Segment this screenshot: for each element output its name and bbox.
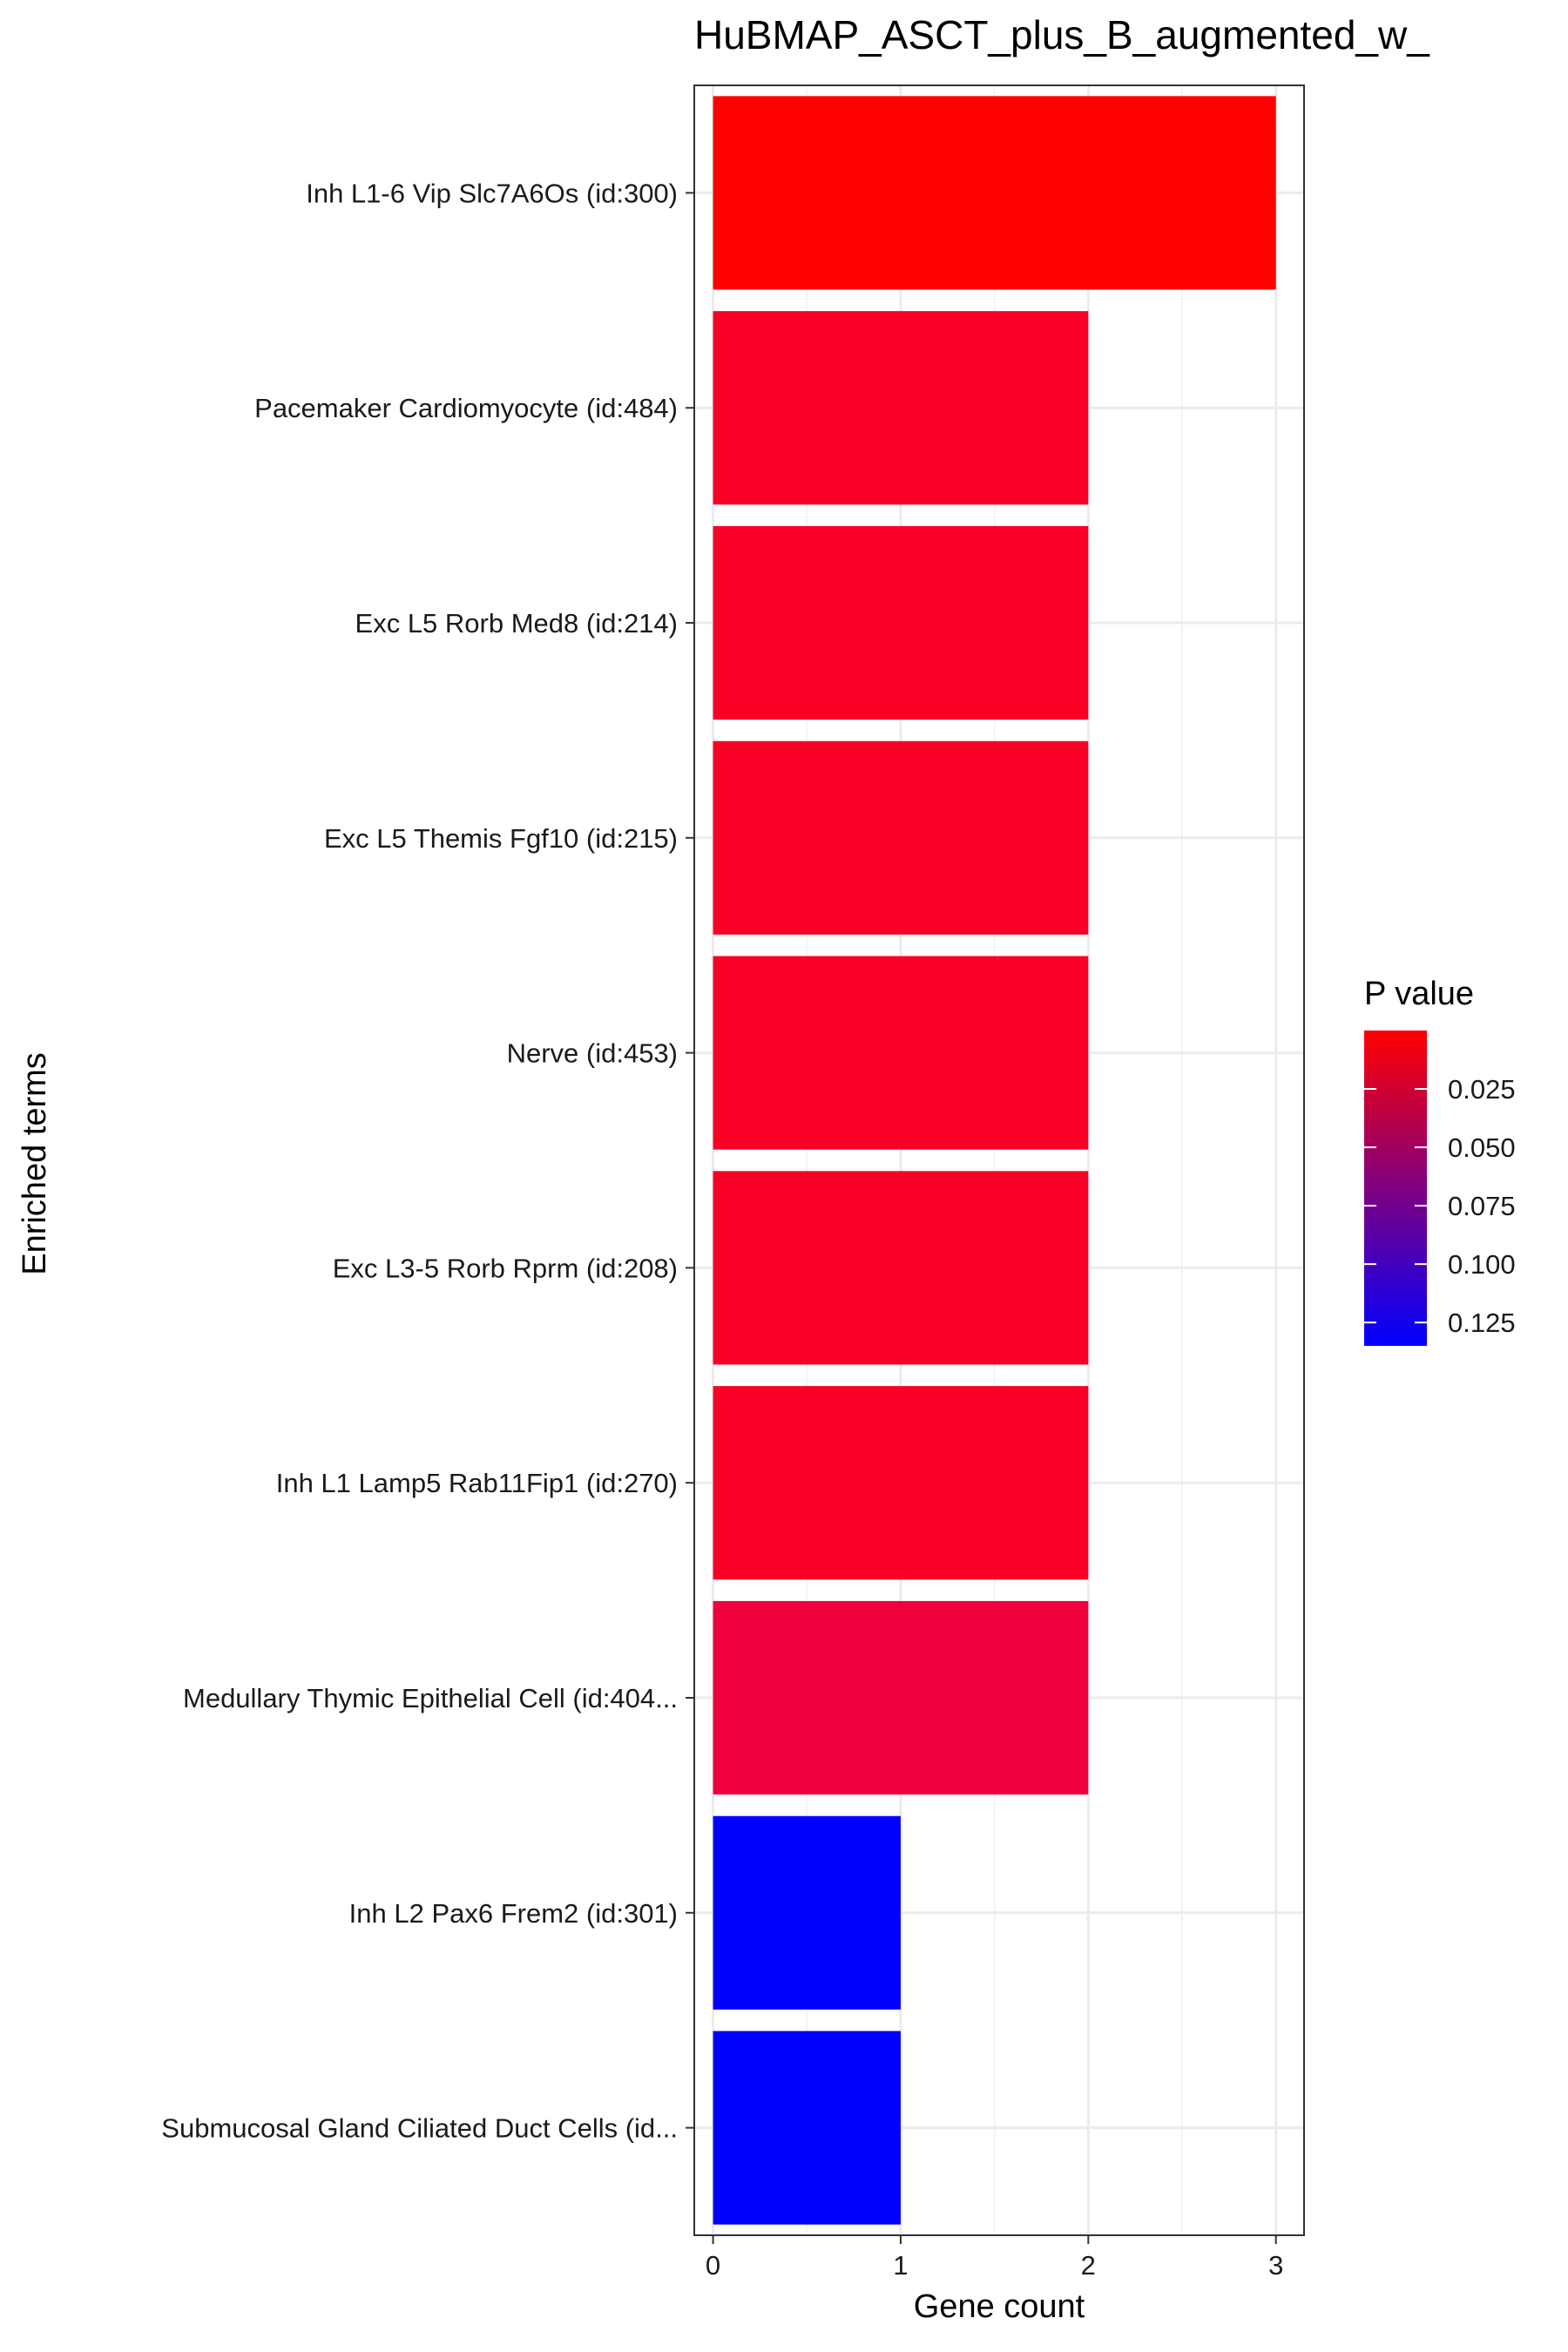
x-tick-label: 0 xyxy=(706,2250,720,2281)
legend-tick-label: 0.100 xyxy=(1448,1249,1516,1280)
bar xyxy=(713,1815,901,2010)
chart-title: HuBMAP_ASCT_plus_B_augmented_w_ xyxy=(694,12,1430,57)
y-tick-label: Pacemaker Cardiomyocyte (id:484) xyxy=(254,393,678,423)
legend-tick-label: 0.125 xyxy=(1448,1308,1516,1338)
bar xyxy=(713,1171,1089,1365)
x-tick-label: 1 xyxy=(893,2250,908,2281)
bar xyxy=(713,96,1276,290)
x-tick-label: 3 xyxy=(1268,2250,1283,2281)
y-tick-label: Exc L5 Rorb Med8 (id:214) xyxy=(355,608,678,639)
bar xyxy=(713,525,1089,720)
x-axis-title: Gene count xyxy=(914,2288,1085,2325)
y-tick-label: Medullary Thymic Epithelial Cell (id:404… xyxy=(183,1683,678,1713)
y-tick-label: Exc L3-5 Rorb Rprm (id:208) xyxy=(333,1253,678,1283)
bar xyxy=(713,956,1089,1150)
y-tick-label: Exc L5 Themis Fgf10 (id:215) xyxy=(324,823,678,854)
color-legend: P value 0.025 0.050 0.075 0.100 0.125 xyxy=(1364,976,1516,1346)
legend-tick-label: 0.050 xyxy=(1448,1132,1516,1163)
y-tick-label: Inh L1 Lamp5 Rab11Fip1 (id:270) xyxy=(276,1468,678,1498)
y-axis-title: Enriched terms xyxy=(17,1052,53,1275)
y-tick-label: Submucosal Gland Ciliated Duct Cells (id… xyxy=(161,2113,678,2144)
x-tick-label: 2 xyxy=(1081,2250,1096,2281)
y-tick-label: Inh L1-6 Vip Slc7A6Os (id:300) xyxy=(306,178,678,208)
bar xyxy=(713,311,1089,505)
bar xyxy=(713,2031,901,2225)
bar xyxy=(713,1600,1089,1795)
legend-tick-label: 0.025 xyxy=(1448,1074,1516,1105)
legend-colorbar xyxy=(1364,1031,1427,1346)
legend-tick-label: 0.075 xyxy=(1448,1191,1516,1221)
bar xyxy=(713,1386,1089,1580)
bar xyxy=(713,740,1089,935)
legend-title: P value xyxy=(1364,976,1474,1012)
y-tick-label: Nerve (id:453) xyxy=(507,1038,678,1069)
y-tick-label: Inh L2 Pax6 Frem2 (id:301) xyxy=(349,1898,678,1929)
panel-border xyxy=(693,84,1305,2236)
